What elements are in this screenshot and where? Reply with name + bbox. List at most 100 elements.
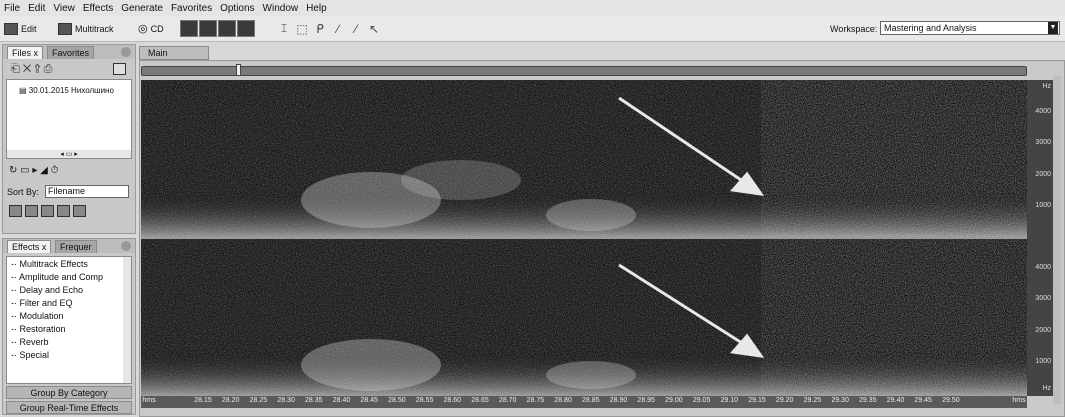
- waveform-view-tool[interactable]: [180, 20, 198, 37]
- files-toolbar-icons[interactable]: ⎗ ✕ ⇪ ⎙: [11, 63, 53, 75]
- effects-item-label: Multitrack Effects: [19, 259, 88, 269]
- menu-item-favorites[interactable]: Favorites: [170, 2, 213, 14]
- spectral-phase-view-tool[interactable]: [237, 20, 255, 37]
- brush-tool-icon[interactable]: ⁄: [336, 21, 339, 36]
- time-tick: 29.40: [886, 397, 905, 404]
- effects-panel-tabs: Effects x Frequer: [3, 239, 135, 253]
- freq-label: 4000: [1035, 108, 1051, 115]
- time-tick: 28.45: [360, 397, 378, 404]
- tab-files[interactable]: Files x: [7, 46, 44, 59]
- time-tick: 28.60: [443, 397, 462, 404]
- lasso-tool-icon[interactable]: ᑭ: [316, 21, 324, 36]
- files-filter-button-1[interactable]: [9, 205, 22, 217]
- hybrid-tool-icon[interactable]: ↖: [368, 21, 380, 36]
- menu-item-file[interactable]: File: [4, 2, 21, 14]
- effects-item-label: Special: [19, 350, 50, 360]
- channel-1: [141, 80, 1027, 238]
- time-tick: 28.40: [332, 397, 351, 404]
- cd-view-label: CD: [150, 23, 164, 34]
- time-tick: 28.80: [554, 397, 572, 404]
- effects-item[interactable]: -· Reverb: [11, 337, 49, 347]
- effects-item[interactable]: -· Amplitude and Comp: [11, 272, 104, 282]
- effects-item[interactable]: -· Modulation: [11, 311, 64, 321]
- freq-label: 1000: [1035, 202, 1051, 209]
- tab-effects[interactable]: Effects x: [7, 240, 52, 253]
- time-selection-tool-icon[interactable]: 𝙸: [279, 21, 289, 35]
- time-tick: 28.15: [194, 397, 212, 404]
- freq-label: 2000: [1035, 327, 1051, 334]
- time-tick: 29.35: [859, 397, 877, 404]
- time-tick: 29.50: [942, 397, 960, 404]
- effects-item[interactable]: -· Special: [11, 350, 50, 360]
- cd-icon: ◎: [138, 23, 148, 35]
- effects-vscroll[interactable]: [123, 257, 131, 383]
- freq-label: 3000: [1035, 139, 1051, 146]
- files-options-icon[interactable]: [113, 63, 126, 75]
- tab-frequency[interactable]: Frequer: [55, 240, 97, 253]
- menu-item-generate[interactable]: Generate: [121, 2, 163, 14]
- menu-item-effects[interactable]: Effects: [82, 2, 114, 14]
- files-hscroll[interactable]: ◂ ▭ ▸: [7, 150, 131, 158]
- hz-unit-label: Hz: [1042, 83, 1051, 90]
- file-item-label: 30.01.2015 Нихолшино: [28, 86, 114, 95]
- menu-item-window[interactable]: Window: [262, 2, 299, 14]
- effects-item-label: Reverb: [19, 337, 49, 347]
- effects-item[interactable]: -· Restoration: [11, 324, 66, 334]
- time-tick: 28.70: [498, 397, 517, 404]
- sort-by-value: Filename: [48, 186, 86, 196]
- marquee-selection-tool-icon[interactable]: ⬚: [296, 21, 308, 36]
- edit-view-button[interactable]: Edit: [4, 21, 37, 36]
- effects-item[interactable]: -· Delay and Echo: [11, 285, 84, 295]
- tab-main[interactable]: Main: [139, 46, 209, 60]
- spectral-pan-view-tool[interactable]: [218, 20, 236, 37]
- menu-item-help[interactable]: Help: [306, 2, 327, 14]
- tab-favorites[interactable]: Favorites: [47, 46, 95, 59]
- spectral-frequency-view-tool[interactable]: [199, 20, 217, 37]
- time-tick: 28.20: [221, 397, 240, 404]
- time-tick: 29.20: [775, 397, 794, 404]
- workspace-label: Workspace:: [830, 24, 878, 34]
- files-panel-tabs: Files x Favorites: [3, 45, 135, 59]
- files-filter-button-3[interactable]: [41, 205, 54, 217]
- effects-item-label: Amplitude and Comp: [19, 272, 104, 282]
- files-filter-button-4[interactable]: [57, 205, 70, 217]
- tab-files-label: Files: [12, 48, 32, 58]
- sort-by-label: Sort By:: [7, 187, 40, 197]
- spectrogram[interactable]: [141, 80, 1027, 396]
- freq-label: 1000: [1035, 358, 1051, 365]
- time-tick: 28.50: [388, 397, 406, 404]
- effects-item[interactable]: -· Filter and EQ: [11, 298, 73, 308]
- group-by-category-button[interactable]: Group By Category: [6, 386, 132, 399]
- effects-item-label: Delay and Echo: [19, 285, 84, 295]
- spot-healing-tool-icon[interactable]: ⁄: [354, 21, 357, 36]
- time-tick: 28.75: [526, 397, 545, 404]
- audio-file-icon: ▤: [19, 86, 27, 95]
- multitrack-icon: [58, 22, 72, 35]
- files-filter-button-2[interactable]: [25, 205, 38, 217]
- files-filter-button-5[interactable]: [73, 205, 86, 217]
- panel-menu-icon[interactable]: [121, 241, 131, 251]
- edit-icon: [4, 22, 18, 35]
- vertical-zoom-scroll[interactable]: [1053, 76, 1061, 404]
- sort-by-select[interactable]: Filename: [45, 185, 129, 198]
- panel-menu-icon[interactable]: [121, 47, 131, 57]
- cd-view-button[interactable]: ◎ CD: [138, 21, 164, 36]
- menu-item-edit[interactable]: Edit: [28, 2, 46, 14]
- overview-bar[interactable]: [141, 66, 1027, 76]
- close-icon[interactable]: x: [41, 242, 47, 252]
- autoplay-controls[interactable]: ↻ ▭ ▸ ◢ ⏱: [9, 165, 59, 176]
- time-tick: 29.10: [720, 397, 739, 404]
- close-icon[interactable]: x: [33, 48, 39, 58]
- effects-item[interactable]: -· Multitrack Effects: [11, 259, 88, 269]
- multitrack-view-button[interactable]: Multitrack: [58, 21, 114, 36]
- file-item[interactable]: ▤ 30.01.2015 Нихолшино: [19, 86, 131, 95]
- workspace-select[interactable]: Mastering and Analysis: [880, 21, 1060, 35]
- group-realtime-effects-button[interactable]: Group Real-Time Effects: [6, 401, 132, 414]
- overview-thumb[interactable]: [236, 64, 241, 76]
- channel-2: [141, 239, 1027, 396]
- edit-view-label: Edit: [21, 23, 37, 34]
- time-tick: 29.15: [748, 397, 766, 404]
- menu-item-view[interactable]: View: [53, 2, 75, 14]
- hz-unit-label-bottom: Hz: [1042, 385, 1051, 392]
- menu-item-options[interactable]: Options: [220, 2, 255, 14]
